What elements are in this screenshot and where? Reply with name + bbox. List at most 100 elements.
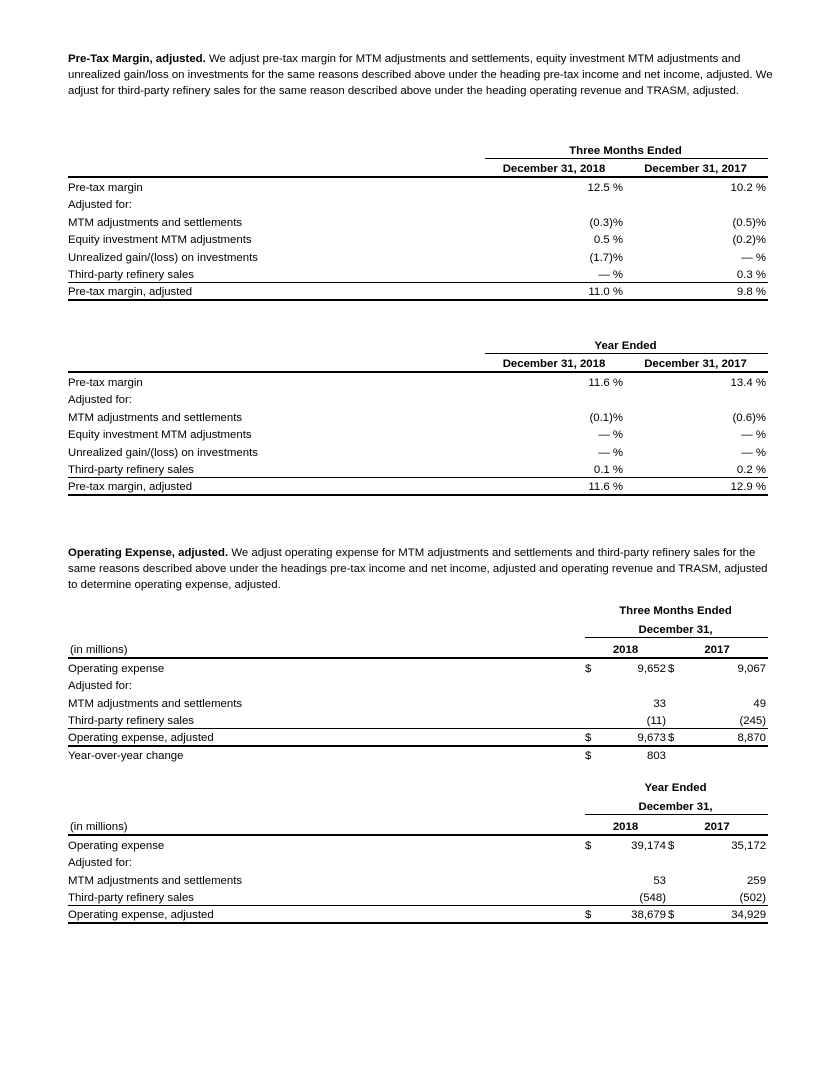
- row-label: Pre-tax margin: [68, 376, 143, 389]
- pretax-margin-three-months-table: Three Months Ended December 31, 2018 Dec…: [68, 141, 768, 301]
- period-header: Year Ended: [485, 336, 769, 354]
- value-2017: 9.8 %: [625, 281, 768, 301]
- table-row: Third-party refinery sales (548) (502): [68, 888, 768, 906]
- period-subheader-row: December 31,: [68, 618, 769, 638]
- paragraph-body: We adjust pre-tax margin for MTM adjustm…: [68, 53, 773, 97]
- value-2018: (0.3)%: [589, 216, 623, 229]
- operating-expense-paragraph: Operating Expense, adjusted. We adjust o…: [68, 545, 773, 593]
- row-label: Third-party refinery sales: [68, 463, 194, 476]
- row-label: Adjusted for:: [68, 394, 132, 406]
- period-subheader-row: December 31,: [68, 795, 769, 815]
- table-row: Equity investment MTM adjustments — % — …: [68, 425, 768, 443]
- value-2018: 38,679: [601, 904, 668, 924]
- table-row: Operating expense $ 39,174 $ 35,172: [68, 835, 768, 853]
- period-header-row: Three Months Ended: [68, 141, 768, 159]
- column-header-row: (in millions) 2018 2017: [68, 637, 769, 659]
- row-label: Adjusted for:: [68, 199, 132, 211]
- value-2018: 11.6 %: [485, 476, 625, 496]
- pretax-margin-paragraph: Pre-Tax Margin, adjusted. We adjust pre-…: [68, 51, 773, 99]
- value-2018: 12.5 %: [587, 181, 623, 194]
- currency-2017: $: [668, 839, 675, 852]
- row-label: Equity investment MTM adjustments: [68, 234, 252, 246]
- operating-expense-year-table: Year Ended December 31, (in millions) 20…: [68, 777, 769, 924]
- value-2017: (0.5)%: [732, 216, 766, 229]
- value-2018: 39,174: [631, 839, 666, 852]
- currency-2017: $: [668, 662, 675, 675]
- currency-2018: $: [585, 727, 601, 747]
- table-row: Adjusted for:: [68, 853, 768, 871]
- period-header-row: Year Ended: [68, 336, 769, 354]
- table-row: Adjusted for:: [68, 676, 768, 694]
- row-label: Operating expense: [68, 839, 165, 852]
- currency-2018: $: [585, 839, 592, 852]
- column-header-2017: December 31, 2017: [625, 353, 769, 373]
- value-2018: (0.1)%: [589, 411, 623, 424]
- table-row: Adjusted for:: [68, 195, 768, 213]
- row-label: MTM adjustments and settlements: [68, 216, 243, 229]
- table-row: Pre-tax margin 11.6 % 13.4 %: [68, 372, 768, 390]
- value-2017: 34,929: [688, 904, 769, 924]
- value-2018: 0.5 %: [593, 234, 623, 246]
- row-label: Pre-tax margin, adjusted: [68, 281, 485, 301]
- value-2018: — %: [598, 446, 623, 459]
- column-header-2018: 2018: [585, 637, 668, 659]
- value-2017: 35,172: [731, 839, 767, 852]
- row-label: Year-over-year change: [68, 750, 184, 762]
- table-row: MTM adjustments and settlements (0.1)% (…: [68, 407, 768, 425]
- unit-label: (in millions): [68, 637, 585, 659]
- currency-2017: $: [668, 727, 688, 747]
- value-2017: 8,870: [688, 727, 769, 747]
- total-row: Operating expense, adjusted $ 9,673 $ 8,…: [68, 727, 769, 747]
- column-header-row: December 31, 2018 December 31, 2017: [68, 158, 768, 178]
- value-2018: 11.0 %: [485, 281, 625, 301]
- value-2017: 12.9 %: [625, 476, 769, 496]
- row-label: Unrealized gain/(loss) on investments: [68, 446, 258, 459]
- currency-2018: $: [585, 750, 592, 762]
- row-label: MTM adjustments and settlements: [68, 411, 243, 424]
- value-2017: 0.3 %: [736, 268, 766, 281]
- paragraph-lead: Pre-Tax Margin, adjusted.: [68, 53, 206, 65]
- row-label: MTM adjustments and settlements: [68, 874, 243, 887]
- period-header-row: Three Months Ended: [68, 600, 768, 618]
- row-label: Equity investment MTM adjustments: [68, 429, 252, 441]
- value-2018: 33: [653, 697, 666, 710]
- value-2017: (0.2)%: [732, 234, 766, 246]
- value-2018: — %: [598, 429, 623, 441]
- row-label: Pre-tax margin: [68, 181, 143, 194]
- period-header: Year Ended: [644, 782, 707, 794]
- column-header-row: December 31, 2018 December 31, 2017: [68, 353, 769, 373]
- table-row: Equity investment MTM adjustments 0.5 % …: [68, 230, 768, 248]
- table-row: MTM adjustments and settlements 53 259: [68, 870, 768, 888]
- currency-2017: $: [668, 904, 688, 924]
- column-header-2017: 2017: [668, 814, 769, 836]
- row-label: Operating expense, adjusted: [68, 904, 585, 924]
- total-row: Pre-tax margin, adjusted 11.0 % 9.8 %: [68, 281, 768, 301]
- value-2017: — %: [741, 251, 766, 264]
- row-label: Third-party refinery sales: [68, 268, 194, 281]
- table-row: Unrealized gain/(loss) on investments (1…: [68, 247, 768, 265]
- row-label: Adjusted for:: [68, 857, 132, 869]
- table-row: MTM adjustments and settlements (0.3)% (…: [68, 212, 768, 230]
- value-2017: — %: [741, 429, 767, 441]
- period-header: Three Months Ended: [485, 141, 768, 159]
- table-row: Operating expense $ 9,652 $ 9,067: [68, 658, 768, 676]
- period-header-row: Year Ended: [68, 777, 768, 795]
- value-2018: (548): [639, 891, 666, 904]
- value-2018: (1.7)%: [589, 251, 623, 264]
- paragraph-body: We adjust operating expense for MTM adju…: [68, 547, 768, 591]
- value-2017: (0.6)%: [732, 411, 767, 424]
- value-2017: 259: [747, 874, 767, 887]
- table-row: Unrealized gain/(loss) on investments — …: [68, 442, 768, 460]
- table-row: Third-party refinery sales (11) (245): [68, 711, 768, 729]
- column-header-2017: December 31, 2017: [625, 158, 768, 178]
- value-2018: 0.1 %: [593, 463, 623, 476]
- column-header-2018: December 31, 2018: [485, 353, 625, 373]
- column-header-2017: 2017: [668, 637, 769, 659]
- value-2018: — %: [598, 268, 623, 281]
- paragraph-lead: Operating Expense, adjusted.: [68, 547, 229, 559]
- value-2017: 9,067: [737, 662, 767, 675]
- value-2017: 13.4 %: [730, 376, 767, 389]
- row-label: Unrealized gain/(loss) on investments: [68, 251, 258, 264]
- table-row: Third-party refinery sales 0.1 % 0.2 %: [68, 460, 768, 478]
- value-2017: 0.2 %: [736, 463, 767, 476]
